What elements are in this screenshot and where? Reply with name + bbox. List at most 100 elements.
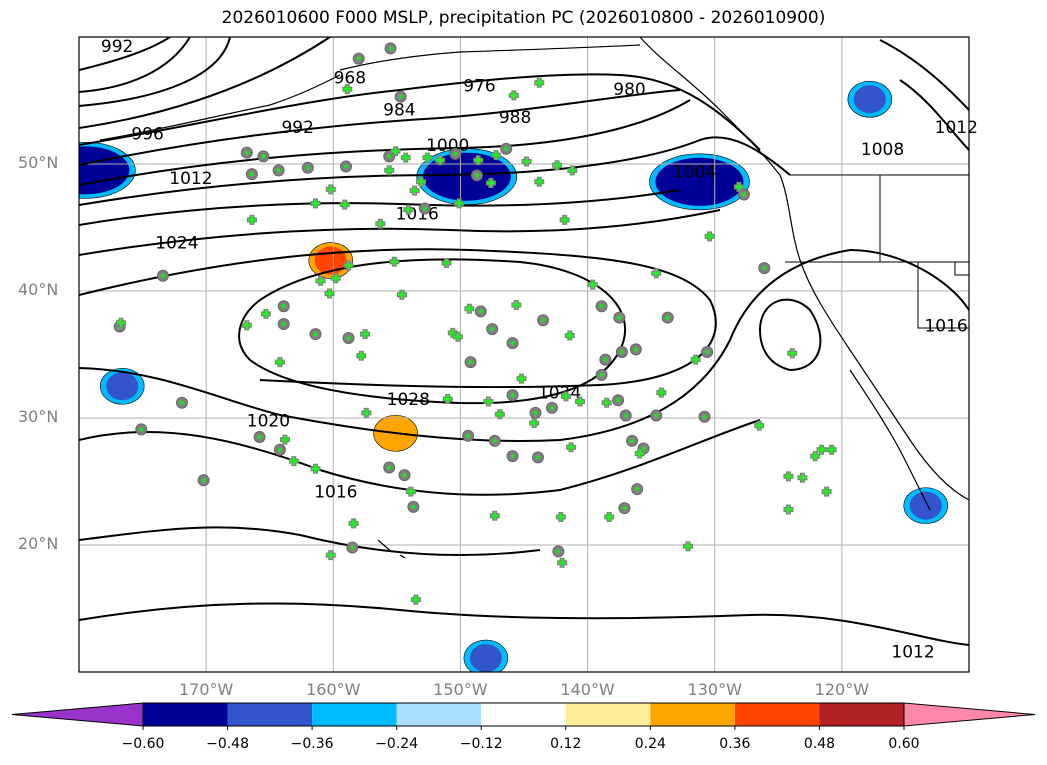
station-plus-marker — [474, 156, 483, 165]
station-plus-marker — [556, 513, 565, 522]
station-circle-core — [654, 413, 659, 418]
station-circle-core — [599, 304, 604, 309]
coastline-layer — [99, 37, 969, 559]
colorbar-tick-label: 0.48 — [803, 736, 836, 752]
isobar-line — [79, 37, 231, 107]
station-circle-core — [201, 478, 206, 483]
isobar-label: 992 — [101, 37, 133, 57]
station-circle-core — [633, 347, 639, 352]
colorbar-segment — [650, 703, 735, 726]
lon-tick-label: 170°W — [178, 680, 234, 699]
isobar-label: 1016 — [314, 483, 357, 503]
station-plus-marker — [535, 177, 544, 186]
station-circle-core — [387, 154, 392, 159]
isobar-label: 1012 — [935, 118, 978, 138]
colorbar-tick-label: 0.12 — [550, 736, 582, 752]
station-plus-marker — [361, 330, 370, 339]
station-plus-marker — [455, 199, 464, 208]
isobar-line — [79, 209, 721, 256]
station-circle-core — [261, 154, 266, 159]
station-plus-marker — [567, 443, 576, 452]
station-circle-core — [599, 372, 604, 378]
station-circle-core — [402, 472, 407, 478]
station-plus-marker — [423, 153, 432, 162]
lon-tick-label: 160°W — [306, 680, 361, 699]
isobar-label: 976 — [463, 76, 495, 96]
station-plus-marker — [817, 445, 826, 454]
station-circle-core — [615, 398, 621, 403]
station-circle-core — [629, 438, 635, 444]
station-circle-core — [276, 168, 281, 173]
station-plus-marker — [512, 300, 521, 309]
colorbar-segment — [396, 703, 482, 726]
station-plus-marker — [325, 289, 334, 298]
station-plus-marker — [376, 219, 385, 228]
station-plus-marker — [684, 542, 693, 551]
isobar-line — [79, 37, 171, 71]
baja-peninsula — [849, 369, 931, 511]
lat-tick-label: 30°N — [18, 407, 59, 426]
station-plus-marker — [490, 511, 499, 520]
station-plus-marker — [605, 513, 614, 522]
isobar-label: 1000 — [426, 136, 469, 156]
lat-tick-label: 40°N — [18, 280, 59, 299]
station-circle-core — [179, 400, 185, 405]
colorbar-segment — [819, 703, 904, 726]
map-frame — [78, 36, 970, 673]
station-plus-marker — [484, 397, 493, 406]
station-plus-marker — [442, 259, 451, 268]
isobar-label: 1012 — [169, 169, 212, 189]
isobar-line — [79, 136, 791, 206]
station-plus-marker — [734, 182, 743, 191]
station-circle-core — [281, 304, 286, 309]
station-circle-core — [249, 171, 255, 177]
station-plus-marker — [486, 179, 495, 188]
station-plus-marker — [357, 351, 366, 360]
isobar-label: 1016 — [396, 205, 439, 225]
station-plus-marker — [784, 472, 793, 481]
station-plus-marker — [509, 91, 518, 100]
colorbar-extend-max — [903, 702, 1036, 727]
station-circle-core — [468, 359, 473, 365]
lon-tick-label: 150°W — [433, 680, 488, 699]
station-plus-marker — [411, 595, 420, 604]
station-circle-core — [343, 164, 349, 169]
isobar-label: 1028 — [387, 390, 430, 410]
isobar-label: 988 — [499, 108, 531, 128]
isobar-line — [899, 79, 969, 151]
station-plus-marker — [326, 185, 335, 194]
station-plus-marker — [436, 156, 445, 165]
isobar-label: 980 — [613, 80, 645, 100]
station-plus-marker — [561, 392, 570, 401]
station-plus-marker — [635, 449, 644, 458]
station-circle-core — [533, 410, 538, 416]
isobar-line — [238, 258, 626, 405]
station-plus-marker — [391, 147, 400, 156]
station-circle-core — [702, 414, 707, 419]
isobar-layer — [79, 37, 969, 646]
aleutian-chain — [99, 74, 341, 141]
station-plus-marker — [553, 161, 562, 170]
station-circle-core — [634, 486, 640, 492]
station-circle-core — [510, 453, 515, 459]
isobar-line — [79, 37, 191, 93]
station-plus-marker — [588, 280, 597, 289]
station-circle-core — [623, 413, 628, 418]
precip-blob — [106, 372, 139, 401]
station-plus-marker — [575, 397, 584, 406]
station-plus-marker — [417, 177, 426, 186]
station-circle-core — [453, 151, 458, 157]
station-plus-marker — [349, 519, 358, 528]
isobar-line — [79, 37, 331, 129]
station-circle-core — [160, 273, 166, 278]
station-plus-marker — [453, 332, 462, 341]
colorbar-tick-label: 0.24 — [634, 736, 666, 752]
station-plus-marker — [275, 358, 284, 367]
station-circle-core — [741, 192, 747, 197]
station-circle-core — [490, 326, 495, 332]
precip-blob — [469, 644, 502, 672]
colorbar-segment — [734, 703, 820, 726]
station-circle-core — [356, 56, 361, 61]
station-plus-marker — [326, 551, 335, 560]
isobar-line — [79, 73, 761, 151]
